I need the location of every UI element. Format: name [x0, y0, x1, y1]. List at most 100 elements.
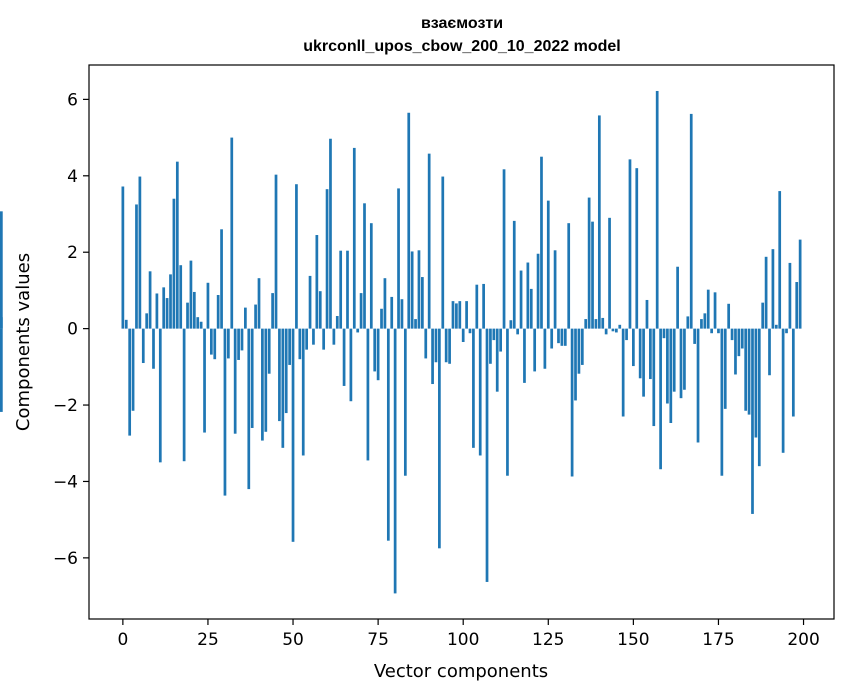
- bar: [672, 328, 676, 392]
- bar: [774, 324, 778, 329]
- x-tick-label: 0: [117, 630, 128, 650]
- bar: [628, 159, 632, 329]
- bar: [257, 278, 261, 329]
- chart-title: взаємозти: [421, 15, 503, 32]
- bar: [472, 328, 475, 448]
- bar: [175, 161, 179, 329]
- x-tick-label: 175: [702, 630, 734, 650]
- bar: [557, 328, 560, 344]
- bar: [659, 328, 662, 470]
- bar: [213, 328, 217, 360]
- bar: [502, 169, 506, 329]
- bar: [397, 188, 400, 329]
- x-tick-label: 200: [787, 630, 819, 650]
- bar: [322, 328, 326, 350]
- x-axis-ticks: 0 25 50 75 100 125 150 175 200: [117, 619, 820, 650]
- bar: [723, 328, 727, 409]
- y-tick-label: 0: [67, 320, 78, 340]
- bar: [305, 328, 308, 350]
- bar: [410, 251, 414, 329]
- bar: [335, 316, 339, 329]
- bar: [611, 328, 615, 332]
- bar: [638, 328, 642, 379]
- bar: [482, 283, 485, 329]
- plot-frame: [88, 64, 835, 620]
- bar: [301, 328, 305, 456]
- bar: [148, 271, 152, 329]
- bar: [315, 235, 319, 329]
- bar: [158, 328, 162, 463]
- bar: [121, 186, 125, 329]
- bar: [710, 328, 714, 334]
- bar: [451, 301, 455, 329]
- x-tick-label: 25: [197, 630, 219, 650]
- bar: [478, 328, 482, 456]
- bar: [642, 328, 645, 397]
- bar: [332, 328, 336, 345]
- bar: [209, 328, 213, 355]
- bar: [523, 328, 526, 383]
- x-axis-label: Vector components: [374, 661, 548, 682]
- bar: [730, 328, 734, 341]
- bar: [135, 204, 138, 329]
- bar: [778, 191, 782, 329]
- bar: [141, 328, 145, 364]
- bar: [165, 298, 169, 329]
- bar: [295, 184, 298, 329]
- bar: [461, 328, 465, 342]
- bar: [417, 250, 421, 329]
- bar: [271, 293, 274, 329]
- bar: [284, 328, 288, 414]
- bar: [216, 295, 220, 329]
- bar: [798, 239, 802, 329]
- y-tick-label: −2: [53, 396, 78, 416]
- bar: [434, 328, 438, 363]
- bar: [489, 328, 492, 364]
- bar: [584, 319, 588, 329]
- bar: [373, 328, 377, 372]
- bar: [761, 302, 765, 329]
- bar: [267, 328, 271, 374]
- bar: [329, 138, 332, 329]
- bar: [720, 328, 724, 476]
- bar: [706, 289, 710, 329]
- bar: [567, 223, 571, 329]
- bar: [614, 328, 618, 333]
- bar: [339, 250, 343, 329]
- bar: [179, 265, 183, 329]
- bar: [495, 328, 499, 392]
- y-tick-label: −4: [53, 472, 78, 492]
- bar: [621, 328, 625, 417]
- bar: [349, 328, 353, 402]
- bar: [536, 253, 540, 329]
- bar: [744, 328, 748, 411]
- bar: [227, 328, 230, 359]
- bar: [734, 328, 737, 375]
- bar: [152, 328, 155, 369]
- bar: [540, 156, 543, 329]
- chart-subtitle: ukrconll_upos_cbow_200_10_2022 model: [303, 38, 620, 55]
- bar: [356, 328, 360, 333]
- bar: [458, 301, 462, 329]
- bar: [686, 316, 690, 329]
- bar: [312, 328, 315, 345]
- bar: [526, 262, 530, 329]
- bar: [696, 328, 700, 443]
- bar: [737, 328, 741, 357]
- y-tick-label: 6: [67, 90, 78, 110]
- bar: [632, 328, 635, 367]
- x-tick-label: 75: [367, 630, 389, 650]
- bar: [689, 113, 693, 329]
- bar: [785, 328, 788, 334]
- bar: [186, 302, 189, 329]
- bar: [264, 328, 268, 432]
- bar: [199, 321, 203, 329]
- bar: [740, 328, 744, 349]
- bar: [438, 328, 441, 549]
- bar: [138, 176, 142, 329]
- bar: [254, 304, 257, 329]
- bar: [645, 299, 649, 329]
- bar: [771, 249, 775, 329]
- bar: [400, 299, 404, 329]
- bar: [519, 270, 523, 329]
